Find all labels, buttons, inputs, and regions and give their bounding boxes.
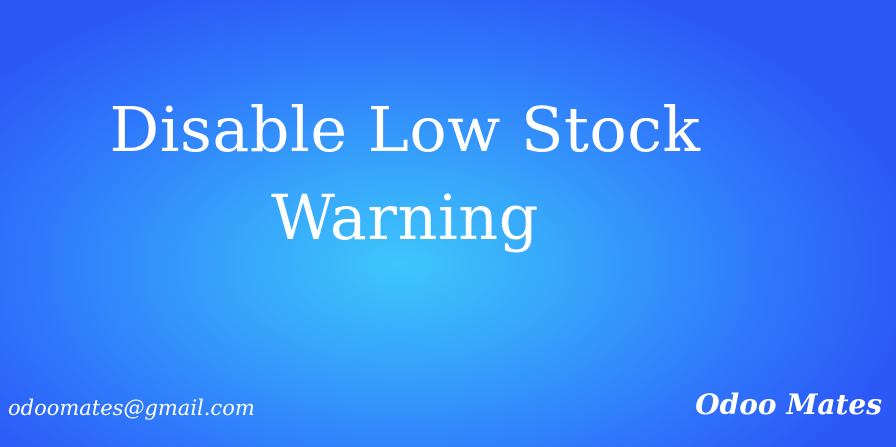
title-line-1: Disable Low Stock [109,93,701,166]
brand-name: Odoo Mates [695,388,882,421]
contact-email: odoomates@gmail.com [8,396,255,420]
title-line-2: Warning [271,181,539,254]
banner-title: Disable Low Stock Warning [0,86,810,262]
